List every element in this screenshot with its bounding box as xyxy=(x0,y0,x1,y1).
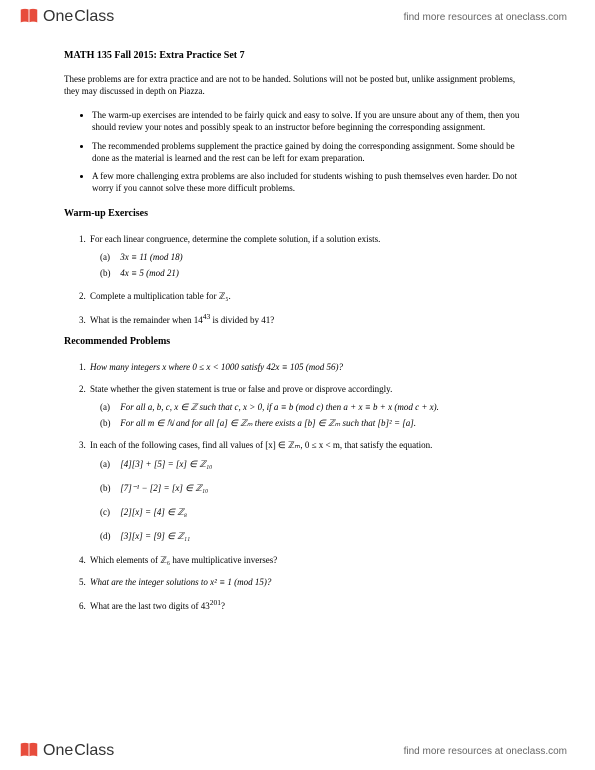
subproblem: (b) For all m ∈ ℕ and for all [a] ∈ ℤₘ t… xyxy=(100,417,531,429)
recommended-heading: Recommended Problems xyxy=(64,336,531,347)
problem-item: How many integers x where 0 ≤ x < 1000 s… xyxy=(88,361,531,373)
subproblems: (a) For all a, b, c, x ∈ ℤ such that c, … xyxy=(90,401,531,429)
problem-text: What are the integer solutions to x² ≡ 1… xyxy=(90,577,271,587)
book-icon xyxy=(18,740,40,762)
subproblem: (a) [4][3] + [5] = [x] ∈ ℤ₁₀ xyxy=(100,458,531,470)
subproblems: (a) 3x ≡ 11 (mod 18) (b) 4x ≡ 5 (mod 21) xyxy=(90,251,531,279)
equation: [3][x] = [9] ∈ ℤ₁₁ xyxy=(120,531,190,541)
brand-name-2: Class xyxy=(74,742,114,760)
warmup-problems: For each linear congruence, determine th… xyxy=(64,233,531,326)
problem-item: For each linear congruence, determine th… xyxy=(88,233,531,279)
subproblem: (b) [7]⁻¹ − [2] = [x] ∈ ℤ₁₀ xyxy=(100,482,531,494)
footer-link[interactable]: find more resources at oneclass.com xyxy=(404,746,567,757)
problem-item: Which elements of ℤ₆ have multiplicative… xyxy=(88,554,531,566)
intro-paragraph: These problems are for extra practice an… xyxy=(64,73,531,97)
brand-name-1: One xyxy=(43,8,73,26)
subproblem: (d) [3][x] = [9] ∈ ℤ₁₁ xyxy=(100,530,531,542)
brand-name-1: One xyxy=(43,742,73,760)
bullet-item: A few more challenging extra problems ar… xyxy=(92,170,531,194)
problem-text: State whether the given statement is tru… xyxy=(90,384,392,394)
subproblem: (c) [2][x] = [4] ∈ ℤ₈ xyxy=(100,506,531,518)
recommended-problems: How many integers x where 0 ≤ x < 1000 s… xyxy=(64,361,531,613)
page-header: OneClass find more resources at oneclass… xyxy=(0,0,595,32)
problem-text-pre: What are the last two digits of 43 xyxy=(90,601,210,611)
problem-item: State whether the given statement is tru… xyxy=(88,383,531,429)
bullet-item: The warm-up exercises are intended to be… xyxy=(92,109,531,133)
subproblems: (a) [4][3] + [5] = [x] ∈ ℤ₁₀ (b) [7]⁻¹ −… xyxy=(90,458,531,543)
subproblem: (a) For all a, b, c, x ∈ ℤ such that c, … xyxy=(100,401,531,413)
problem-text: How many integers x where 0 ≤ x < 1000 s… xyxy=(90,362,343,372)
equation: 4x ≡ 5 (mod 21) xyxy=(120,268,179,278)
problem-item: What are the integer solutions to x² ≡ 1… xyxy=(88,576,531,588)
brand-logo[interactable]: OneClass xyxy=(18,6,114,28)
brand-name-2: Class xyxy=(74,8,114,26)
brand-logo-footer[interactable]: OneClass xyxy=(18,740,114,762)
problem-text-post: is divided by 41? xyxy=(210,315,274,325)
problem-text-pre: What is the remainder when 14 xyxy=(90,315,203,325)
equation: 3x ≡ 11 (mod 18) xyxy=(120,252,182,262)
document-body: MATH 135 Fall 2015: Extra Practice Set 7… xyxy=(0,32,595,613)
book-icon xyxy=(18,6,40,28)
exponent: 201 xyxy=(210,598,221,607)
bullet-item: The recommended problems supplement the … xyxy=(92,140,531,164)
equation: [7]⁻¹ − [2] = [x] ∈ ℤ₁₀ xyxy=(120,483,208,493)
equation: For all m ∈ ℕ and for all [a] ∈ ℤₘ there… xyxy=(120,418,416,428)
problem-text: In each of the following cases, find all… xyxy=(90,440,432,450)
problem-item: Complete a multiplication table for ℤ₅. xyxy=(88,290,531,302)
page-footer: OneClass find more resources at oneclass… xyxy=(0,734,595,770)
document-title: MATH 135 Fall 2015: Extra Practice Set 7 xyxy=(64,50,531,61)
subproblem: (a) 3x ≡ 11 (mod 18) xyxy=(100,251,531,263)
equation: [4][3] + [5] = [x] ∈ ℤ₁₀ xyxy=(120,459,212,469)
problem-item: What are the last two digits of 43201? xyxy=(88,598,531,612)
equation: For all a, b, c, x ∈ ℤ such that c, x > … xyxy=(120,402,439,412)
equation: [2][x] = [4] ∈ ℤ₈ xyxy=(120,507,187,517)
problem-text-post: ? xyxy=(221,601,225,611)
subproblem: (b) 4x ≡ 5 (mod 21) xyxy=(100,267,531,279)
intro-bullets: The warm-up exercises are intended to be… xyxy=(64,109,531,194)
warmup-heading: Warm-up Exercises xyxy=(64,208,531,219)
problem-item: What is the remainder when 1443 is divid… xyxy=(88,312,531,326)
header-link[interactable]: find more resources at oneclass.com xyxy=(404,12,567,23)
problem-text: For each linear congruence, determine th… xyxy=(90,234,380,244)
problem-item: In each of the following cases, find all… xyxy=(88,439,531,542)
